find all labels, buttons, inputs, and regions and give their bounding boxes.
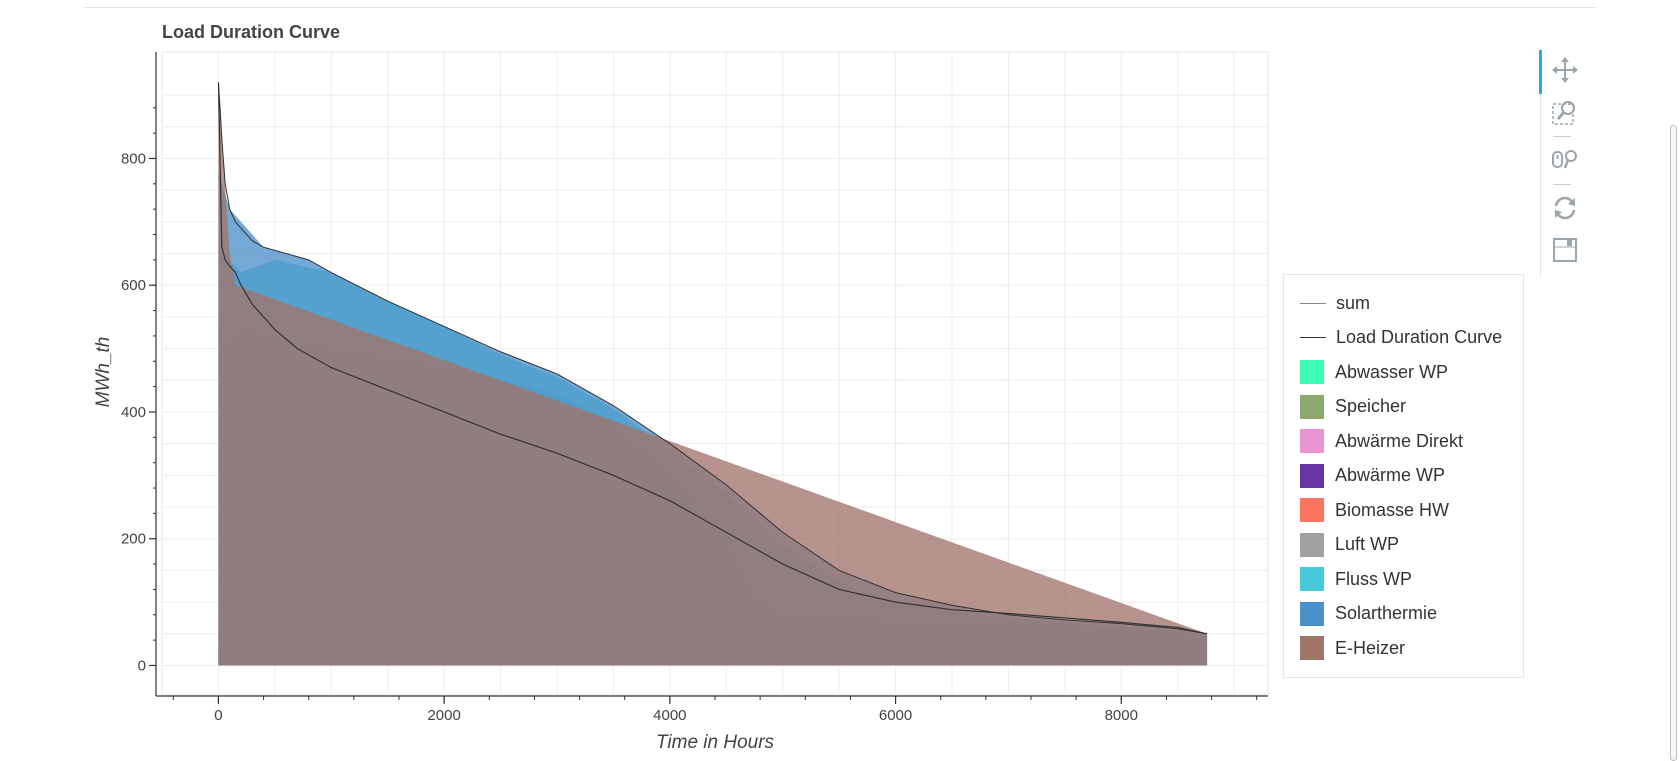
legend-swatch (1300, 636, 1324, 660)
legend-item[interactable]: Abwasser WP (1300, 359, 1448, 385)
legend-swatch (1300, 567, 1324, 591)
legend-item[interactable]: Fluss WP (1300, 566, 1412, 592)
box-zoom-tool-icon[interactable] (1551, 98, 1579, 126)
stacked-areas (218, 82, 1208, 666)
legend-label: Fluss WP (1335, 568, 1413, 589)
x-tick-label: 4000 (653, 707, 686, 724)
legend-label: Speicher (1335, 396, 1407, 416)
chart-title: Load Duration Curve (162, 22, 341, 42)
legend-label: Abwärme WP (1335, 465, 1446, 485)
legend-swatch (1300, 394, 1324, 419)
legend-item[interactable]: sum (1300, 290, 1370, 316)
reset-tool-icon[interactable] (1551, 194, 1579, 222)
legend-item[interactable]: Biomasse HW (1300, 497, 1449, 523)
y-tick-label: 800 (121, 150, 146, 167)
wheel-zoom-tool-icon[interactable] (1551, 146, 1579, 174)
toolbar-separator (1553, 136, 1571, 137)
legend-swatch (1300, 429, 1324, 453)
legend-item[interactable]: Abwärme Direkt (1300, 428, 1463, 454)
x-tick-label: 8000 (1105, 707, 1138, 724)
legend-item[interactable]: Load Duration Curve (1300, 325, 1502, 351)
pan-tool-icon[interactable] (1551, 56, 1579, 84)
legend-label: Load Duration Curve (1336, 327, 1503, 347)
x-tick-label: 0 (214, 707, 222, 724)
area-e-heizer (218, 82, 1208, 666)
toolbar-separator (1553, 184, 1571, 185)
load-duration-curve (217, 82, 1208, 635)
legend-swatch (1300, 360, 1324, 384)
toolbar (1539, 50, 1581, 278)
legend-swatch (1300, 302, 1326, 304)
sum-curve (217, 82, 1208, 635)
legend-label: Abwärme Direkt (1335, 430, 1464, 451)
top-divider (84, 7, 1596, 8)
x-tick-label: 2000 (427, 707, 460, 724)
x-tick-label: 6000 (879, 707, 912, 724)
legend-swatch (1300, 498, 1324, 522)
legend-label: Abwasser WP (1335, 361, 1449, 382)
legend-swatch (1300, 337, 1326, 338)
curves (217, 82, 1208, 635)
x-axis-label: Time in Hours (656, 732, 775, 753)
plot-frame (161, 51, 1269, 695)
save-tool-icon[interactable] (1551, 236, 1579, 264)
legend-label: sum (1336, 292, 1371, 313)
legend: sum Load Duration Curve Abwasser WP Speiche… (1283, 274, 1524, 678)
legend-label: Solarthermie (1335, 603, 1438, 623)
legend-item[interactable]: Solarthermie (1300, 601, 1437, 627)
legend-swatch (1300, 601, 1324, 626)
legend-label: Biomasse HW (1335, 499, 1450, 520)
active-tool-indicator (1539, 50, 1542, 94)
legend-item[interactable]: Speicher (1300, 394, 1406, 420)
legend-item[interactable]: Abwärme WP (1300, 463, 1445, 489)
y-tick-label: 200 (121, 531, 146, 548)
y-tick-label: 400 (121, 404, 146, 421)
legend-item[interactable]: Luft WP (1300, 532, 1399, 558)
y-tick-label: 600 (121, 277, 146, 294)
page-scrollbar[interactable] (1670, 125, 1677, 761)
legend-label: E-Heizer (1335, 637, 1406, 658)
legend-label: Luft WP (1335, 534, 1400, 554)
legend-item[interactable]: E-Heizer (1300, 635, 1405, 661)
y-axis-label: MWh_th (93, 337, 114, 408)
legend-swatch (1300, 463, 1324, 488)
legend-swatch (1300, 532, 1324, 557)
y-tick-label: 0 (138, 657, 146, 674)
